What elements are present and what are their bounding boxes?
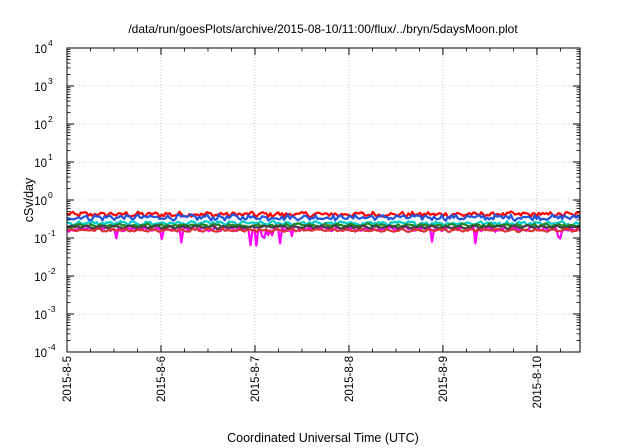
x-tick-label: 2015-8-6: [156, 356, 168, 402]
y-tick-label-exponent: 2: [48, 114, 53, 124]
y-tick-label: 10: [34, 310, 47, 322]
x-axis: 2015-8-5 2015-8-6 2015-8-7 2015-8-8 2015-8-9…: [62, 48, 561, 408]
series-line: [66, 225, 581, 247]
series-line: [66, 224, 581, 230]
y-tick-label: 10: [34, 44, 47, 56]
series-group: [66, 210, 581, 247]
y-tick-label: 10: [34, 120, 47, 132]
y-tick-label: 10: [34, 272, 47, 284]
y-tick-label: 10: [34, 158, 47, 170]
y-tick-label-exponent: 4: [48, 38, 53, 48]
x-tick-label: 2015-8-5: [62, 356, 74, 402]
y-tick-label-exponent: -1: [48, 228, 56, 238]
y-tick-label: 10: [34, 348, 47, 360]
y-tick-label-exponent: 0: [48, 190, 53, 200]
y-tick-label: 10: [34, 82, 47, 94]
y-tick-label: 10: [34, 196, 47, 208]
chart-title: /data/run/goesPlots/archive/2015-08-10/1…: [128, 22, 518, 36]
plot-frame: [66, 47, 581, 353]
y-tick-label-exponent: 3: [48, 76, 53, 86]
x-tick-label: 2015-8-10: [532, 356, 544, 408]
grid: [66, 48, 580, 352]
y-tick-label-exponent: -3: [48, 304, 56, 314]
y-tick-label: 10: [34, 234, 47, 246]
x-axis-label: Coordinated Universal Time (UTC): [227, 431, 419, 445]
x-tick-label: 2015-8-9: [438, 356, 450, 402]
series-line: [66, 213, 581, 222]
y-tick-label-exponent: -4: [48, 342, 56, 352]
y-axis-label: cSv/day: [22, 177, 36, 222]
x-tick-label: 2015-8-7: [250, 356, 262, 402]
y-tick-label-exponent: -2: [48, 266, 56, 276]
y-tick-label-exponent: 1: [48, 152, 53, 162]
series-line: [67, 227, 581, 234]
x-tick-label: 2015-8-8: [344, 356, 356, 402]
